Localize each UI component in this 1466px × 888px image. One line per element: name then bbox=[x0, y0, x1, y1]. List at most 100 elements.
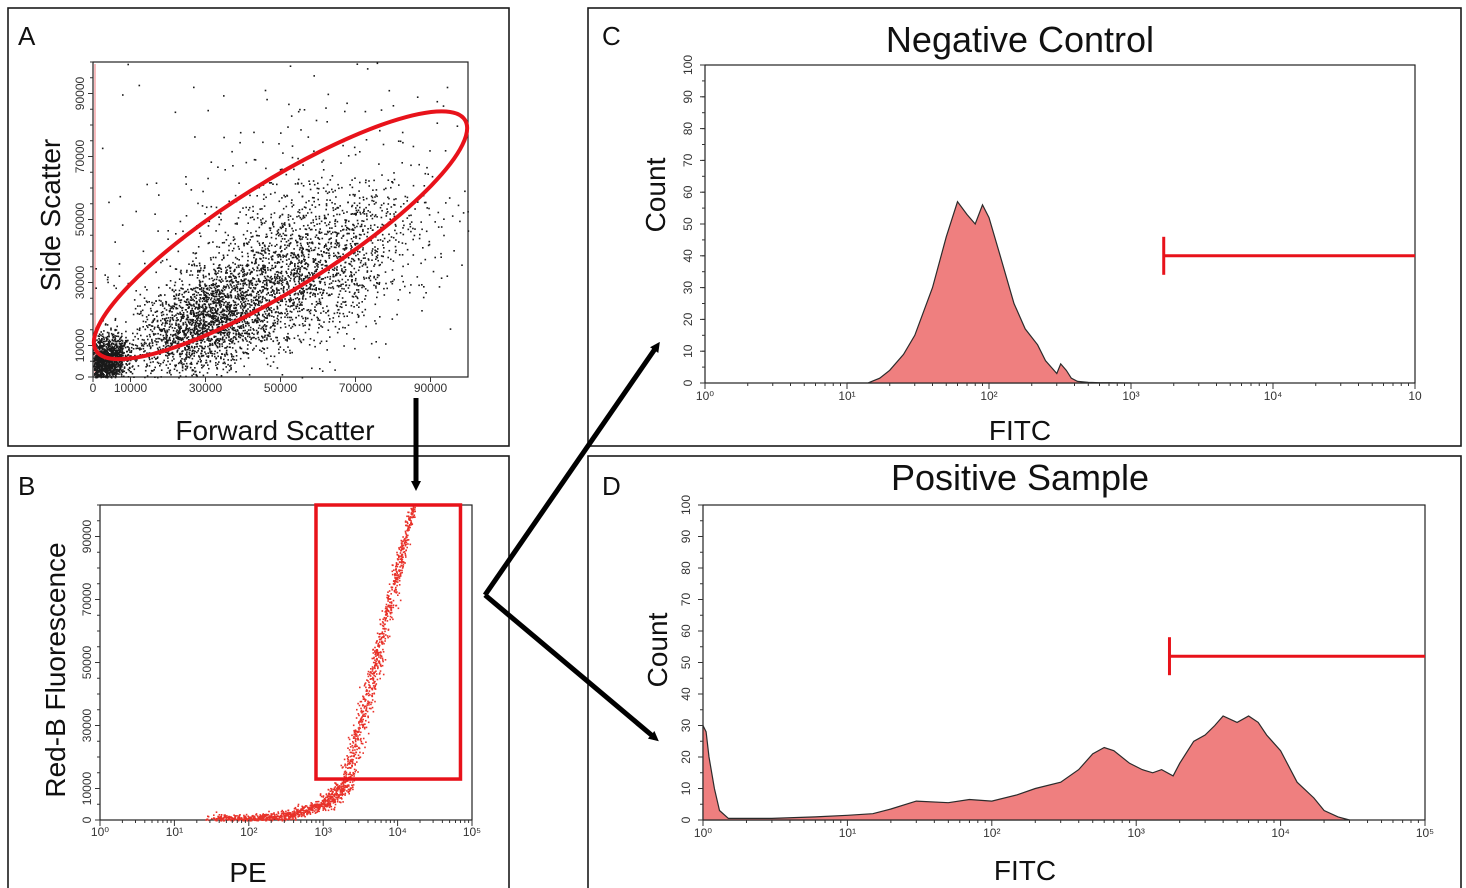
panel-a-point bbox=[115, 347, 117, 350]
panel-a-point bbox=[125, 372, 128, 374]
panel-a-point bbox=[264, 313, 267, 315]
panel-a-point bbox=[181, 309, 184, 312]
panel-a-point bbox=[297, 183, 299, 185]
panel-a-point bbox=[249, 271, 252, 274]
panel-a-point bbox=[129, 342, 131, 345]
panel-a-point bbox=[311, 241, 313, 243]
panel-a-point bbox=[277, 271, 280, 274]
panel-a-point bbox=[297, 267, 300, 270]
panel-a-point bbox=[363, 278, 366, 280]
panel-a-point bbox=[192, 319, 194, 321]
panel-a-point bbox=[278, 279, 281, 282]
panel-a-point bbox=[332, 231, 334, 234]
panel-a-point bbox=[160, 319, 162, 322]
panel-a-point bbox=[167, 360, 169, 363]
panel-a-point bbox=[274, 273, 276, 276]
panel-a-point bbox=[115, 343, 117, 345]
panel-a-point bbox=[428, 214, 431, 216]
panel-a-point bbox=[182, 330, 184, 332]
panel-a-point bbox=[373, 203, 376, 205]
panel-a-point bbox=[257, 303, 259, 306]
panel-a-point bbox=[345, 229, 348, 231]
panel-a-point bbox=[109, 374, 111, 376]
panel-a-point bbox=[238, 298, 241, 301]
panel-a-point bbox=[230, 278, 233, 281]
panel-a-point bbox=[200, 355, 203, 358]
panel-a-point bbox=[115, 370, 118, 373]
panel-a-point bbox=[127, 339, 129, 342]
panel-a-point bbox=[209, 257, 212, 259]
panel-a-point bbox=[359, 151, 361, 153]
panel-a-point bbox=[297, 178, 300, 181]
panel-a-point bbox=[117, 372, 119, 374]
panel-a-point bbox=[202, 314, 205, 317]
panel-a-point bbox=[281, 224, 284, 227]
panel-a-point bbox=[103, 353, 105, 356]
panel-a-point bbox=[116, 366, 118, 368]
panel-a-point bbox=[256, 274, 259, 277]
panel-a-point bbox=[196, 277, 199, 279]
panel-a-point bbox=[422, 247, 424, 249]
panel-a-point bbox=[225, 337, 228, 339]
panel-a-point bbox=[315, 215, 317, 218]
panel-a-point bbox=[202, 289, 205, 291]
panel-a-point bbox=[114, 317, 117, 320]
panel-a-point bbox=[120, 347, 122, 349]
panel-a-point bbox=[202, 269, 205, 272]
panel-a-point bbox=[218, 300, 221, 302]
panel-a-point bbox=[195, 332, 198, 335]
panel-a-point bbox=[376, 254, 379, 257]
panel-a-point bbox=[276, 367, 279, 369]
panel-a-point bbox=[200, 313, 203, 316]
panel-a-point bbox=[242, 299, 244, 301]
panel-a-point bbox=[198, 303, 200, 306]
panel-a-point bbox=[229, 311, 231, 313]
panel-a-point bbox=[157, 362, 160, 365]
panel-a-point bbox=[300, 255, 303, 257]
panel-a-point bbox=[344, 110, 346, 113]
panel-a-point bbox=[115, 372, 118, 374]
panel-a-point bbox=[175, 268, 178, 270]
panel-a-point bbox=[353, 267, 356, 270]
panel-a-point bbox=[256, 319, 259, 322]
panel-a-point bbox=[309, 228, 312, 231]
panel-a-point bbox=[186, 318, 188, 320]
panel-a-point bbox=[211, 338, 213, 341]
panel-a-point bbox=[250, 236, 253, 238]
panel-a-point bbox=[329, 227, 331, 229]
panel-a-point bbox=[245, 325, 247, 327]
panel-a-point bbox=[108, 340, 111, 342]
panel-a-point bbox=[357, 222, 359, 225]
panel-a-point bbox=[169, 325, 172, 327]
panel-a-point bbox=[204, 327, 207, 330]
panel-a-point bbox=[353, 338, 355, 340]
panel-a-point bbox=[357, 285, 360, 287]
panel-a-point bbox=[287, 287, 290, 289]
panel-a-point bbox=[121, 345, 123, 347]
panel-a-point bbox=[247, 335, 249, 338]
panel-a-point bbox=[171, 342, 173, 344]
panel-a-point bbox=[101, 372, 104, 375]
panel-a-point bbox=[301, 376, 304, 379]
panel-a-point bbox=[371, 199, 373, 202]
panel-a-point bbox=[256, 292, 258, 295]
panel-a-point bbox=[265, 281, 268, 284]
panel-a-point bbox=[119, 346, 121, 348]
panel-a-point bbox=[336, 220, 339, 223]
panel-a-point bbox=[97, 371, 99, 374]
panel-a-point bbox=[205, 299, 207, 301]
panel-a-point bbox=[146, 352, 148, 354]
panel-a-point bbox=[246, 321, 249, 323]
panel-a-point bbox=[365, 325, 367, 328]
panel-a-point bbox=[105, 371, 107, 373]
panel-a-point bbox=[290, 311, 293, 313]
panel-a-point bbox=[153, 369, 155, 371]
panel-a-point bbox=[270, 287, 272, 289]
panel-a-point bbox=[306, 268, 308, 271]
panel-a-point bbox=[120, 336, 122, 339]
panel-a-point bbox=[166, 319, 169, 322]
panel-a-point bbox=[214, 309, 217, 311]
panel-a-point bbox=[180, 362, 183, 365]
panel-a-point bbox=[270, 232, 273, 234]
panel-a-point bbox=[233, 359, 235, 361]
